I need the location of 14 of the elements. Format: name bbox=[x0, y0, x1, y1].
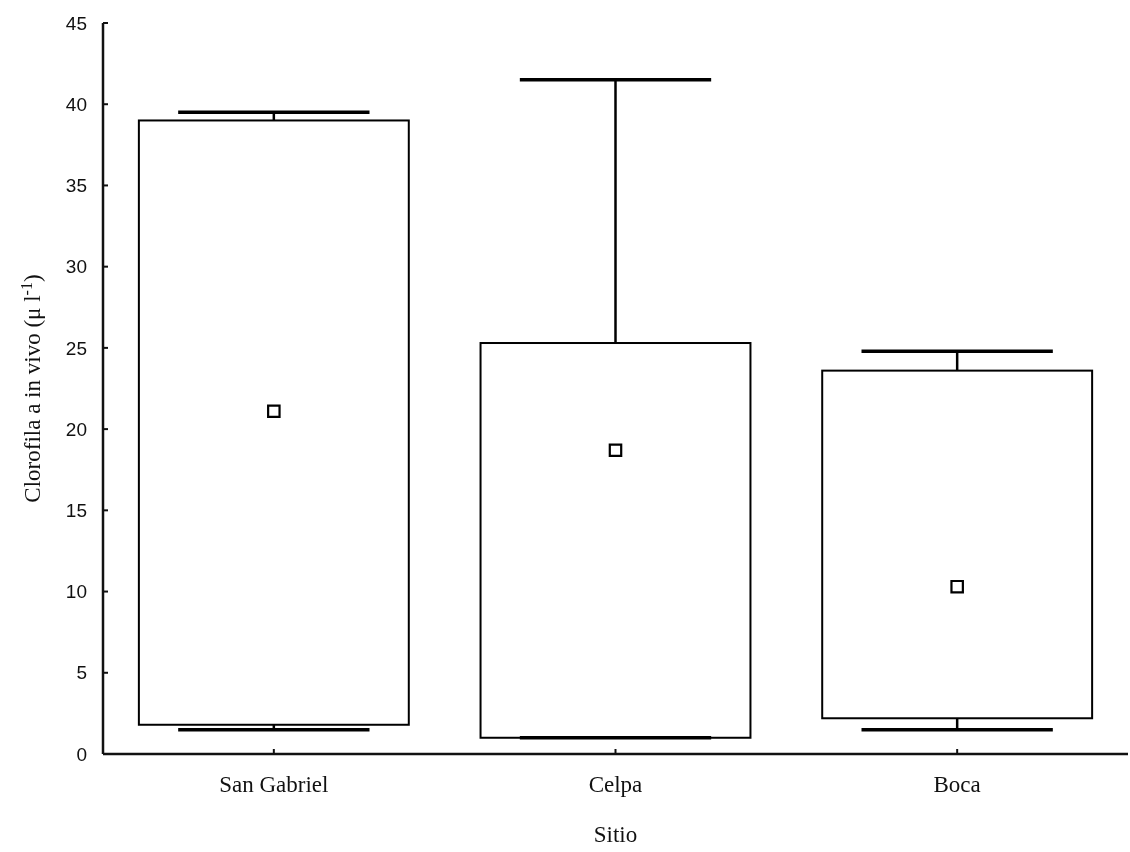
y-tick-label: 10 bbox=[65, 581, 87, 603]
y-tick-label: 35 bbox=[65, 175, 87, 197]
y-tick-label: 0 bbox=[76, 743, 87, 765]
x-tick-label: Boca bbox=[933, 772, 981, 797]
y-tick-label: 15 bbox=[65, 499, 87, 521]
y-tick-label: 25 bbox=[65, 337, 87, 359]
y-tick-label: 5 bbox=[76, 662, 87, 684]
x-tick-label: San Gabriel bbox=[219, 772, 329, 797]
y-tick-label: 45 bbox=[65, 12, 87, 34]
y-tick-label: 40 bbox=[65, 93, 87, 115]
x-tick-label: Celpa bbox=[588, 772, 643, 797]
y-tick-label: 20 bbox=[65, 418, 87, 440]
x-axis-title: Sitio bbox=[593, 822, 638, 847]
y-tick-label: 30 bbox=[65, 256, 87, 278]
